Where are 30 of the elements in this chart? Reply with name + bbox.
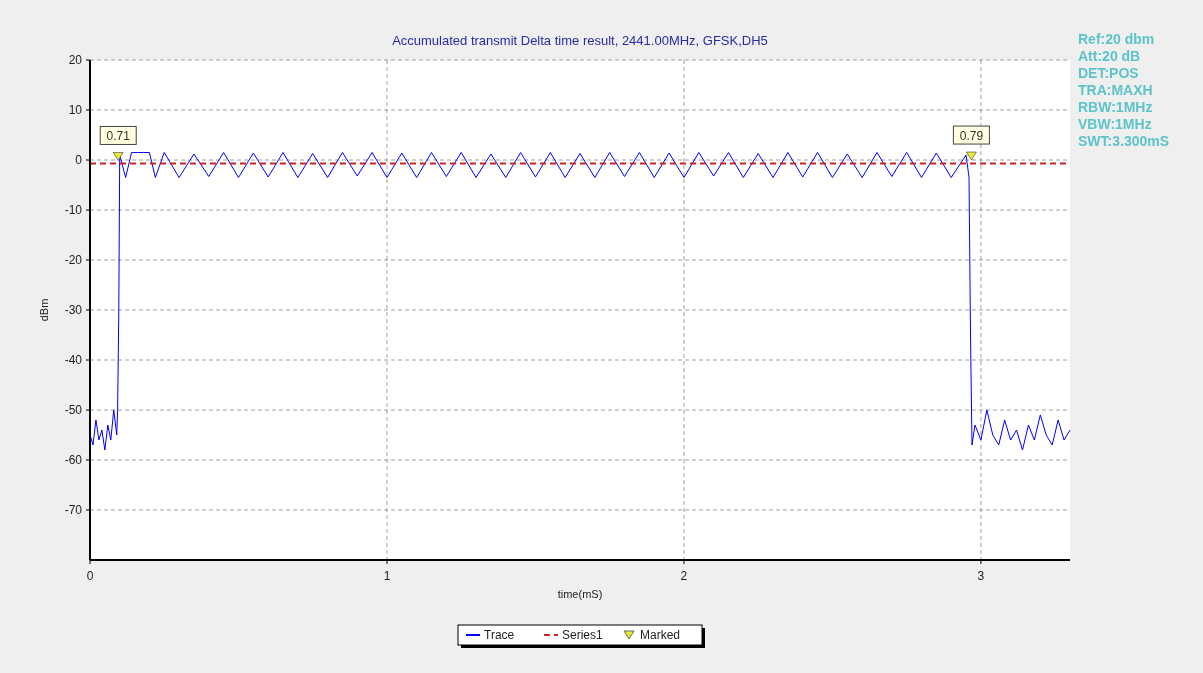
legend-label: Marked	[640, 628, 681, 642]
y-tick-label: 20	[68, 53, 83, 67]
x-axis-title: time(mS)	[557, 588, 603, 600]
y-tick-label: 0	[75, 153, 83, 167]
x-tick-label: 3	[977, 569, 985, 583]
y-tick-label: -60	[64, 453, 83, 467]
data-label: 0.79	[959, 129, 984, 144]
y-tick-label: -20	[64, 253, 83, 267]
data-label: 0.71	[106, 129, 131, 144]
legend-label: Trace	[484, 628, 515, 642]
y-tick-label: -30	[64, 303, 83, 317]
legend-label: Series1	[562, 628, 604, 642]
text: TRA:MAXH	[1078, 82, 1153, 98]
text: DET:POS	[1078, 65, 1139, 81]
y-tick-label: -50	[64, 403, 83, 417]
y-tick-label: -10	[64, 203, 83, 217]
text: RBW:1MHz	[1078, 99, 1153, 115]
y-tick-label: 10	[68, 103, 83, 117]
text: Att:20 dB	[1078, 48, 1141, 64]
line-series	[89, 152, 1071, 451]
text: SWT:3.300mS	[1078, 133, 1170, 149]
text: VBW:1MHz	[1078, 116, 1152, 132]
y-axis-title: dBm	[38, 298, 50, 322]
x-tick-label: 2	[680, 569, 688, 583]
x-tick-label: 1	[383, 569, 391, 583]
x-tick-label: 0	[86, 569, 94, 583]
y-tick-label: -40	[64, 353, 83, 367]
text: Ref:20 dbm	[1078, 31, 1155, 47]
chart-title: Accumulated transmit Delta time result, 2441.00MHz, GFSK,DH5	[392, 33, 768, 48]
y-tick-label: -70	[64, 503, 83, 517]
